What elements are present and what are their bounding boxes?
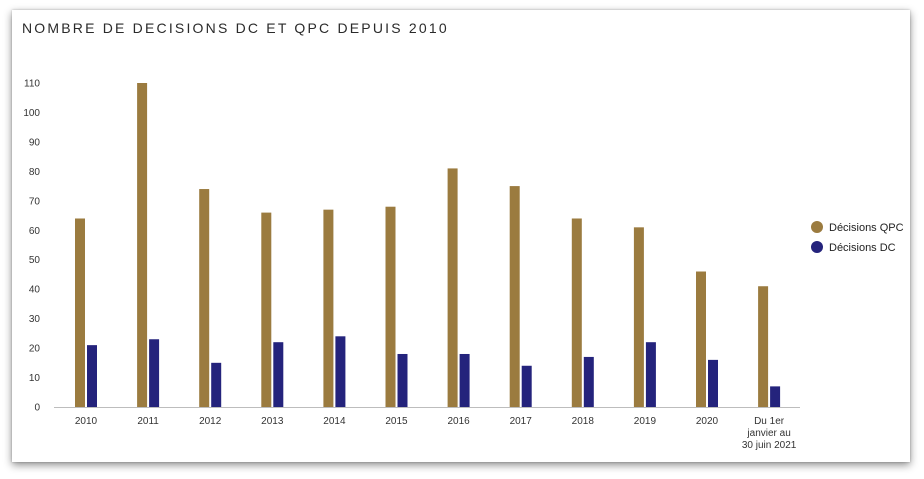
x-tick-label: 2019 — [634, 416, 657, 427]
bar-dc — [211, 362, 222, 407]
x-tick-label: 2017 — [510, 416, 533, 427]
bar-qpc — [696, 271, 706, 407]
x-tick-label: 2020 — [696, 416, 719, 427]
x-tick-label: 2012 — [199, 416, 222, 427]
legend-label-dc: Décisions DC — [829, 242, 896, 254]
x-tick-label: 2015 — [385, 416, 408, 427]
x-tick-label: 30 juin 2021 — [742, 440, 797, 451]
y-tick-label: 0 — [34, 403, 40, 414]
y-tick-label: 50 — [29, 255, 41, 266]
legend-marker-qpc — [811, 221, 823, 233]
bar-qpc — [633, 227, 644, 407]
bar-qpc — [571, 218, 582, 407]
y-tick-label: 70 — [29, 196, 41, 207]
y-tick-label: 40 — [29, 285, 41, 296]
chart-title: NOMBRE DE DECISIONS DC ET QPC DEPUIS 201… — [22, 20, 449, 36]
bar-dc — [770, 386, 781, 407]
bar-qpc — [261, 212, 272, 407]
y-tick-label: 20 — [29, 344, 41, 355]
bar-qpc — [199, 189, 210, 407]
x-tick-label: 2018 — [572, 416, 595, 427]
bar-qpc — [758, 286, 769, 407]
y-tick-label: 10 — [29, 373, 41, 384]
bar-dc — [521, 365, 532, 407]
bar-dc — [273, 342, 284, 407]
bar-qpc — [509, 186, 520, 407]
bar-qpc — [137, 83, 148, 407]
x-tick-label: 2014 — [323, 416, 346, 427]
y-tick-label: 30 — [29, 314, 41, 325]
bar-dc — [645, 342, 656, 407]
y-tick-label: 100 — [23, 108, 40, 119]
y-tick-label: 60 — [29, 226, 41, 237]
bar-qpc — [447, 168, 458, 407]
bar-dc — [397, 353, 408, 407]
bar-qpc — [75, 218, 85, 407]
legend-label-qpc: Décisions QPC — [829, 222, 904, 234]
bar-dc — [149, 339, 160, 407]
y-tick-label: 80 — [29, 167, 41, 178]
x-tick-label: Du 1er — [754, 416, 785, 427]
bar-qpc — [323, 209, 334, 407]
y-tick-label: 90 — [29, 137, 41, 148]
bar-dc — [335, 336, 346, 407]
x-tick-label: 2010 — [75, 416, 98, 427]
bar-dc — [583, 356, 594, 407]
x-tick-label: 2013 — [261, 416, 284, 427]
x-tick-label: 2011 — [137, 416, 159, 427]
y-tick-label: 110 — [24, 79, 40, 90]
bar-dc — [87, 345, 97, 407]
bar-dc — [708, 359, 718, 407]
x-tick-label: 2016 — [447, 416, 470, 427]
legend-marker-dc — [811, 241, 823, 253]
bar-qpc — [385, 206, 396, 407]
x-tick-label: janvier au — [746, 428, 790, 439]
bar-dc — [459, 353, 470, 407]
